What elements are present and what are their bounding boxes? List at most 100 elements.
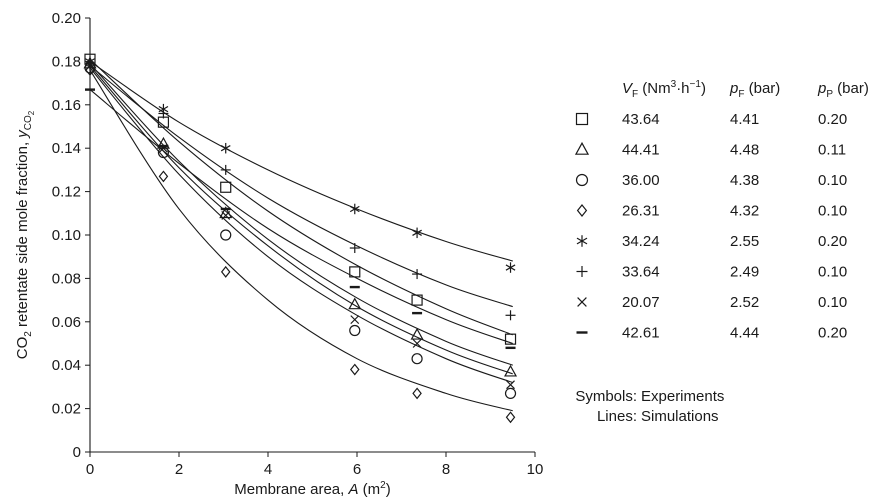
simulation-line-plus [89, 65, 513, 308]
data-point-diamond [158, 170, 169, 183]
y-tick-label: 0.20 [52, 10, 81, 27]
legend-pp-value: 0.10 [818, 294, 847, 311]
legend-pp-value: 0.20 [818, 233, 847, 250]
series-circle-points [84, 62, 517, 400]
x-tick-label: 2 [175, 461, 183, 478]
data-point-triangle [504, 364, 518, 377]
legend-pf-value: 4.48 [730, 142, 759, 159]
data-point-circle [220, 229, 232, 241]
legend-pf-value: 2.52 [730, 294, 759, 311]
legend-pf-value: 4.38 [730, 172, 759, 189]
legend-vf-value: 26.31 [622, 203, 660, 220]
data-point-plus [349, 243, 360, 254]
y-tick-label: 0.10 [52, 227, 81, 244]
legend-pp-value: 0.20 [818, 325, 847, 342]
note-key: Lines: [597, 408, 637, 425]
legend-vf-value: 42.61 [622, 325, 660, 342]
legend-vf-value: 43.64 [622, 111, 660, 128]
data-point-asterisk [349, 203, 360, 215]
y-tick-label: 0.02 [52, 401, 81, 418]
legend-symbol-circle-icon [575, 173, 589, 187]
legend-row-square: 43.64 4.41 0.20 [575, 111, 847, 128]
simulation-line-cross [89, 65, 513, 375]
legend-vf-value: 36.00 [622, 172, 660, 189]
data-point-triangle [410, 327, 424, 340]
simulation-line-asterisk [89, 60, 513, 262]
data-point-cross [221, 211, 231, 220]
y-tick-label: 0.08 [52, 270, 81, 287]
data-point-diamond [505, 411, 516, 424]
legend-pf-value: 4.44 [730, 325, 759, 342]
data-point-plus [158, 108, 169, 119]
legend-header-vf: VF (Nm3·h−1) [622, 79, 706, 100]
legend-pp-value: 0.10 [818, 172, 847, 189]
legend-pp-value: 0.20 [818, 111, 847, 128]
data-point-plus [220, 164, 231, 175]
legend-vf-value: 20.07 [622, 294, 660, 311]
series-diamond-points [85, 64, 516, 424]
x-tick-label: 10 [527, 461, 544, 478]
legend-row-plus: 33.64 2.49 0.10 [576, 264, 847, 281]
note-value: Simulations [641, 408, 719, 425]
legend-row-asterisk: 34.24 2.55 0.20 [576, 233, 847, 250]
data-point-circle [411, 353, 423, 365]
data-point-cross [350, 315, 360, 325]
y-axis-title: CO2 retentate side mole fraction, yCO2 [14, 110, 36, 359]
data-point-square [349, 266, 361, 278]
legend-row-diamond: 26.31 4.32 0.10 [576, 203, 847, 220]
data-point-plus [505, 310, 516, 321]
note-key: Symbols: [575, 388, 637, 405]
x-tick-label: 4 [264, 461, 272, 478]
series-cross-points [85, 61, 515, 390]
x-axis-title: Membrane area, A (m2) [234, 480, 390, 498]
data-point-diamond [350, 363, 360, 376]
legend: VF (Nm3·h−1) pF (bar) pP (bar) 43.64 4.41 0.2… [574, 79, 869, 342]
note-value: Experiments [641, 388, 724, 405]
data-point-circle [504, 387, 517, 400]
legend-row-circle: 36.00 4.38 0.10 [575, 172, 847, 189]
legend-symbol-asterisk-icon [576, 235, 588, 247]
simulation-line-square [89, 58, 513, 336]
y-tick-label: 0.14 [52, 140, 81, 157]
legend-pp-value: 0.11 [818, 142, 846, 159]
data-point-asterisk [505, 262, 516, 273]
data-point-triangle [348, 297, 362, 310]
legend-symbol-cross-icon [577, 297, 587, 307]
legend-vf-value: 33.64 [622, 264, 660, 281]
data-point-cross [412, 339, 422, 348]
series-square-points [84, 53, 517, 345]
legend-pp-value: 0.10 [818, 264, 847, 281]
legend-row-dash: 42.61 4.44 0.20 [576, 325, 847, 342]
y-tick-label: 0 [73, 444, 81, 461]
y-tick-label: 0.06 [52, 314, 81, 331]
legend-vf-value: 44.41 [622, 142, 660, 159]
simulation-line-dash [89, 89, 513, 345]
data-point-square [504, 333, 517, 345]
legend-row-cross: 20.07 2.52 0.10 [577, 294, 847, 311]
data-point-square [411, 294, 423, 306]
legend-pf-value: 4.32 [730, 203, 759, 220]
legend-row-triangle: 44.41 4.48 0.11 [574, 142, 846, 159]
simulation-line-diamond [89, 69, 513, 412]
data-point-asterisk [412, 227, 422, 239]
legend-symbol-square-icon [575, 112, 589, 126]
legend-header-pp: pP (bar) [817, 80, 869, 100]
data-point-circle [349, 324, 361, 337]
legend-symbol-plus-icon [576, 266, 588, 277]
axes: 0 0.02 0.04 0.06 0.08 0.10 0.12 0.14 0.16 0.18 0.2… [14, 10, 543, 498]
legend-pf-value: 2.55 [730, 233, 759, 250]
y-tick-label: 0.18 [52, 53, 81, 70]
data-point-plus [412, 269, 423, 280]
data-point-cross [506, 380, 515, 390]
x-tick-label: 8 [442, 461, 450, 478]
x-tick-label: 6 [353, 461, 361, 478]
data-point-diamond [220, 265, 231, 278]
plot-area [83, 53, 518, 424]
data-point-diamond [412, 387, 422, 400]
legend-symbol-diamond-icon [576, 204, 588, 217]
legend-vf-value: 34.24 [622, 233, 660, 250]
legend-pp-value: 0.10 [818, 203, 847, 220]
data-point-asterisk [220, 142, 231, 154]
series-asterisk-points [85, 56, 516, 273]
